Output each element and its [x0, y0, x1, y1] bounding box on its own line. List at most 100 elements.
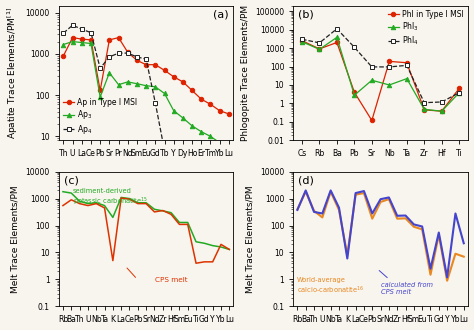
Phl$_3$ — [439, 109, 445, 113]
Ap$_3$ — [143, 84, 149, 88]
Ap in Type I MSI — [134, 58, 140, 62]
Ap$_3$ — [61, 43, 66, 47]
Ap$_4$ — [88, 31, 94, 35]
Ap in Type I MSI — [88, 38, 94, 42]
Phl in Type I MSI — [386, 59, 392, 63]
Ap in Type I MSI — [199, 97, 204, 101]
Ap$_3$ — [107, 71, 112, 75]
Ap$_4$ — [217, 155, 222, 159]
Phl$_4$ — [456, 91, 462, 95]
Text: sediment-derived
potassic carbonatite$^{15}$: sediment-derived potassic carbonatite$^{… — [73, 188, 148, 208]
Ap in Type I MSI — [171, 75, 176, 79]
Ap$_4$ — [180, 155, 186, 159]
Phl in Type I MSI — [299, 39, 305, 43]
Ap$_4$ — [107, 55, 112, 59]
Ap$_4$ — [189, 157, 195, 161]
Ap in Type I MSI — [116, 36, 121, 40]
Line: Ap in Type I MSI: Ap in Type I MSI — [61, 35, 231, 116]
Text: World-average
calcio-carbonatite$^{16}$: World-average calcio-carbonatite$^{16}$ — [297, 277, 364, 296]
Ap$_3$ — [180, 116, 186, 120]
Ap$_4$ — [61, 31, 66, 35]
Ap$_4$ — [79, 27, 85, 31]
Phl in Type I MSI — [421, 108, 427, 112]
Phl$_3$ — [386, 83, 392, 87]
Phl in Type I MSI — [352, 90, 357, 94]
Phl$_4$ — [386, 65, 392, 69]
Phl$_3$ — [421, 107, 427, 111]
Ap$_4$ — [226, 152, 232, 156]
Ap$_4$ — [134, 55, 140, 59]
Phl$_4$ — [334, 27, 340, 31]
Phl$_4$ — [352, 45, 357, 49]
Phl in Type I MSI — [439, 109, 445, 113]
Ap$_3$ — [189, 124, 195, 128]
Ap$_3$ — [125, 80, 131, 84]
Ap$_4$ — [116, 51, 121, 55]
Ap$_4$ — [162, 149, 167, 153]
Phl$_4$ — [317, 41, 322, 45]
Ap$_4$ — [143, 57, 149, 61]
Ap$_3$ — [217, 141, 222, 145]
Phl$_4$ — [439, 100, 445, 104]
Phl$_3$ — [352, 93, 357, 97]
Y-axis label: Phlogopite Trace Elements/PM: Phlogopite Trace Elements/PM — [240, 5, 249, 141]
Ap in Type I MSI — [208, 102, 213, 106]
Phl$_4$ — [404, 63, 410, 67]
Text: (c): (c) — [64, 176, 79, 186]
Ap$_3$ — [97, 95, 103, 99]
Phl$_3$ — [404, 77, 410, 81]
Ap$_3$ — [88, 42, 94, 46]
Ap in Type I MSI — [61, 54, 66, 58]
Line: Phl in Type I MSI: Phl in Type I MSI — [300, 39, 461, 123]
Phl in Type I MSI — [404, 61, 410, 65]
Phl$_3$ — [456, 91, 462, 95]
Phl$_4$ — [369, 65, 374, 69]
Ap$_4$ — [199, 157, 204, 161]
Ap in Type I MSI — [70, 36, 75, 40]
Text: calculated from
CPS melt: calculated from CPS melt — [381, 282, 433, 295]
Ap$_4$ — [153, 101, 158, 105]
Ap in Type I MSI — [107, 38, 112, 42]
Ap in Type I MSI — [79, 37, 85, 41]
Ap in Type I MSI — [217, 109, 222, 113]
Ap in Type I MSI — [189, 88, 195, 92]
Ap$_3$ — [116, 83, 121, 87]
Line: Ap$_4$: Ap$_4$ — [61, 23, 231, 161]
Text: (b): (b) — [299, 10, 314, 19]
Ap$_3$ — [79, 41, 85, 45]
Ap$_3$ — [134, 82, 140, 86]
Ap in Type I MSI — [97, 88, 103, 92]
Ap$_4$ — [97, 66, 103, 70]
Ap$_3$ — [226, 144, 232, 148]
Ap in Type I MSI — [180, 80, 186, 84]
Line: Phl$_4$: Phl$_4$ — [300, 27, 461, 105]
Phl in Type I MSI — [456, 86, 462, 90]
Ap$_4$ — [208, 157, 213, 161]
Y-axis label: Melt Trace Elements/PM: Melt Trace Elements/PM — [246, 185, 255, 293]
Ap$_3$ — [199, 130, 204, 134]
Phl$_4$ — [299, 37, 305, 41]
Text: (a): (a) — [213, 10, 228, 19]
Ap in Type I MSI — [125, 50, 131, 54]
Ap$_4$ — [125, 51, 131, 55]
Phl in Type I MSI — [334, 41, 340, 45]
Legend: Phl in Type I MSI, Phl$_3$, Phl$_4$: Phl in Type I MSI, Phl$_3$, Phl$_4$ — [387, 9, 464, 48]
Phl in Type I MSI — [369, 118, 374, 122]
Phl$_4$ — [421, 101, 427, 105]
Phl$_3$ — [369, 78, 374, 82]
Legend: Ap in Type I MSI, Ap$_3$, Ap$_4$: Ap in Type I MSI, Ap$_3$, Ap$_4$ — [63, 97, 138, 137]
Phl$_3$ — [334, 35, 340, 39]
Ap$_3$ — [153, 85, 158, 89]
Ap in Type I MSI — [143, 63, 149, 67]
Ap$_3$ — [162, 91, 167, 95]
Y-axis label: Apatite Trace Elements/PM$^{[1]}$: Apatite Trace Elements/PM$^{[1]}$ — [6, 7, 20, 139]
Text: CPS melt: CPS melt — [155, 277, 188, 283]
Ap$_3$ — [208, 134, 213, 138]
Ap$_3$ — [171, 109, 176, 113]
Ap in Type I MSI — [226, 112, 232, 116]
Ap$_3$ — [70, 40, 75, 44]
Phl in Type I MSI — [317, 47, 322, 51]
Ap$_4$ — [171, 152, 176, 156]
Text: (d): (d) — [299, 176, 314, 186]
Ap$_4$ — [70, 23, 75, 27]
